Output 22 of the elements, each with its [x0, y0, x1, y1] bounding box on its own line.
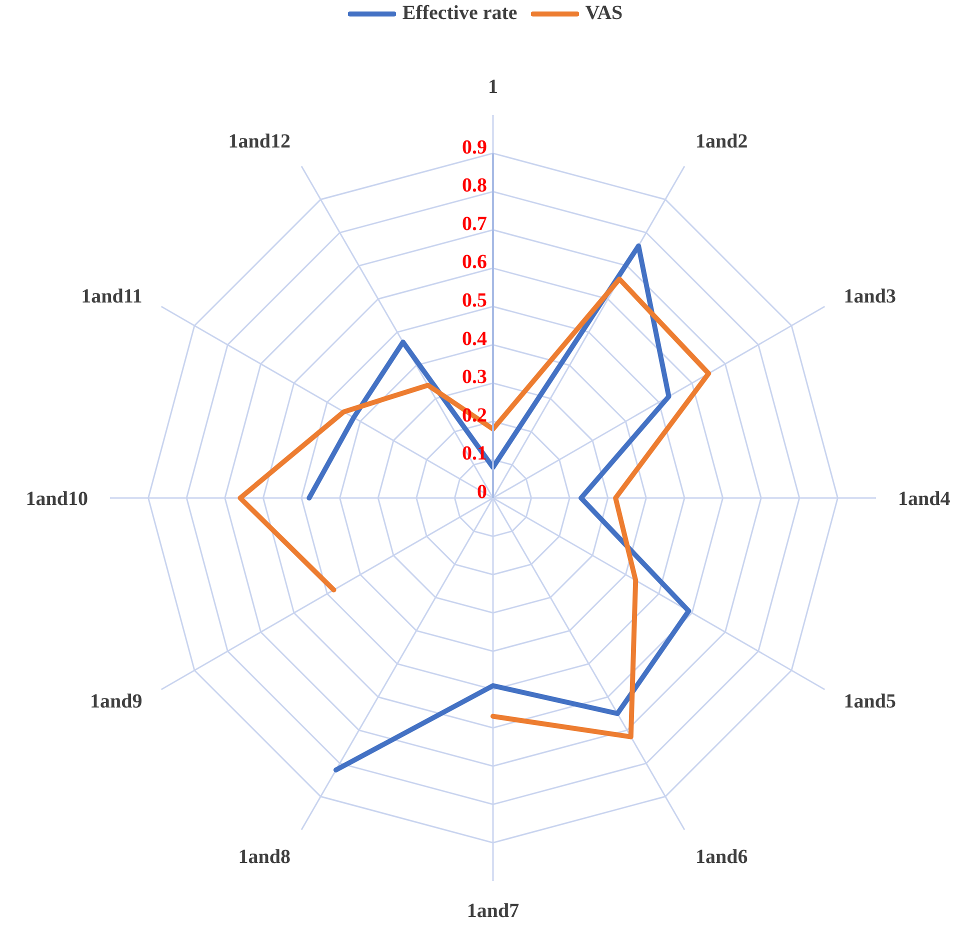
spoke-label: 1and8: [238, 846, 290, 868]
spoke-label: 1and2: [696, 130, 748, 152]
legend-label: Effective rate: [402, 2, 518, 25]
y-tick-label: 0.8: [462, 174, 487, 197]
y-tick-label: 0.4: [462, 328, 487, 350]
spoke-label: 1and11: [81, 286, 142, 308]
spoke-label: 1: [488, 76, 498, 98]
spoke-label: 1and6: [696, 846, 748, 868]
spoke-label: 1and12: [228, 130, 290, 152]
y-tick-label: 0.6: [462, 251, 487, 274]
spoke-label: 1and10: [26, 488, 88, 510]
y-tick-label: 0.3: [462, 366, 487, 388]
legend-label: VAS: [585, 2, 623, 25]
spoke-label: 1and9: [90, 690, 142, 713]
y-tick-label: 0: [477, 481, 487, 503]
spoke-label: 1and4: [898, 488, 950, 510]
y-tick-label: 0.5: [462, 290, 487, 312]
spoke-label: 1and7: [466, 900, 520, 922]
y-tick-label: 0.9: [462, 136, 487, 158]
spoke-label: 1and5: [844, 690, 896, 713]
spoke-label: 1and3: [844, 286, 896, 308]
y-tick-label: 0.7: [462, 212, 487, 235]
